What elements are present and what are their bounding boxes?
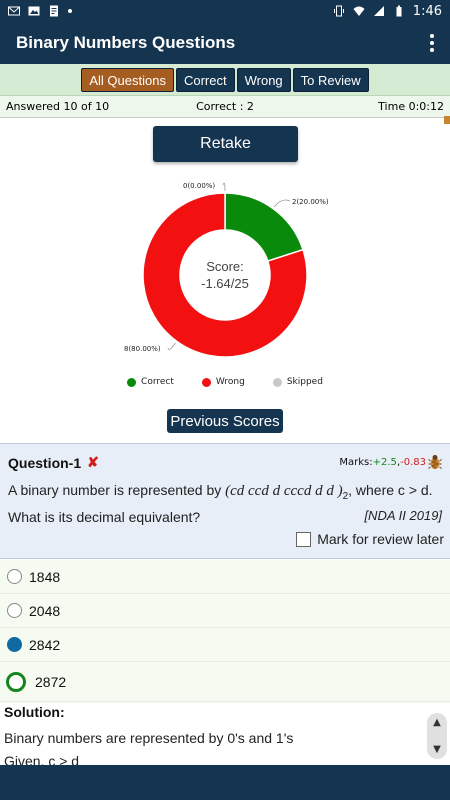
solution-section: Solution: Binary numbers are represented…: [0, 703, 450, 769]
marks: Marks: +2.5 , -0.83: [339, 454, 442, 470]
option-4-label: 2872: [35, 673, 67, 690]
battery-icon: [396, 5, 402, 17]
leader-line-wrong: [167, 342, 176, 350]
option-1[interactable]: 1848: [0, 560, 450, 594]
legend-correct-swatch: [127, 377, 137, 387]
overflow-menu-icon[interactable]: [414, 22, 450, 64]
score-chart: 2(20.00%) 8(80.00%) 0(0.00%) Score: -1.64/25: [0, 175, 450, 400]
score-label: Score:: [206, 259, 244, 274]
marks-label: Marks:: [339, 456, 373, 468]
marks-positive: +2.5: [372, 456, 397, 468]
notification-dot: [68, 9, 72, 13]
tab-correct[interactable]: Correct: [175, 67, 235, 92]
option-4-radio-correct[interactable]: [6, 671, 26, 692]
option-2[interactable]: 2048: [0, 594, 450, 628]
review-label: Mark for review later: [317, 531, 444, 547]
question-text-end: , where c > d. What is its decimal equiv…: [8, 482, 433, 525]
slice-wrong: [142, 192, 308, 358]
scroll-up-icon[interactable]: ▲: [433, 717, 441, 728]
previous-scores-button[interactable]: Previous Scores: [167, 409, 283, 433]
question-math: (cd ccd d cccd d d ): [225, 483, 343, 499]
page-title: Binary Numbers Questions: [16, 33, 236, 52]
scroll-down-icon[interactable]: ▼: [433, 744, 441, 755]
score-value: -1.64/25: [201, 276, 249, 291]
retake-button[interactable]: Retake: [153, 126, 298, 162]
answer-options: 1848 2048 2842 2872: [0, 560, 450, 704]
clock: 1:46: [412, 3, 442, 19]
solution-scroll-control[interactable]: ▲ ▼: [427, 713, 447, 759]
tab-all-questions[interactable]: All Questions: [81, 67, 174, 92]
scroll-marker: [444, 116, 450, 124]
marks-negative: -0.83: [400, 456, 426, 468]
slice-label-wrong: 8(80.00%): [124, 345, 161, 353]
option-1-radio[interactable]: [7, 569, 22, 584]
leader-line-skipped: [222, 182, 226, 192]
legend-wrong: Wrong: [201, 377, 245, 387]
option-3-label: 2842: [29, 636, 61, 653]
question-text: A binary number is represented by (cd cc…: [8, 480, 446, 528]
tab-to-review[interactable]: To Review: [292, 67, 369, 92]
legend-skipped: Skipped: [272, 377, 323, 387]
legend-wrong-label: Wrong: [215, 377, 245, 387]
vibrate-icon: [333, 5, 344, 17]
option-2-label: 2048: [29, 602, 61, 619]
filter-tabs: All Questions Correct Wrong To Review: [0, 64, 450, 96]
question-header: Question-1 ✘: [8, 454, 99, 471]
solution-title: Solution:: [4, 704, 65, 720]
question-title: Question-1: [8, 454, 82, 471]
slice-label-skipped: 0(0.00%): [183, 182, 215, 190]
solution-line-1: Binary numbers are represented by 0's an…: [4, 730, 294, 746]
gmail-icon: [8, 6, 20, 16]
legend-skipped-label: Skipped: [286, 377, 323, 387]
slice-label-correct: 2(20.00%): [292, 198, 329, 206]
status-bar: 1:46: [0, 0, 450, 22]
result-info-bar: Answered 10 of 10 Correct : 2 Time 0:0:1…: [0, 96, 450, 118]
option-4[interactable]: 2872: [0, 662, 450, 702]
wifi-icon: [353, 6, 365, 16]
option-3[interactable]: 2842: [0, 628, 450, 662]
app-bar: Binary Numbers Questions: [0, 22, 450, 64]
option-3-radio-selected[interactable]: [7, 637, 22, 652]
navigation-bar: [0, 765, 450, 800]
document-icon: [50, 5, 58, 17]
marks-separator: ,: [396, 456, 401, 468]
elapsed-time: Time 0:0:12: [378, 100, 444, 113]
legend-correct-label: Correct: [141, 377, 174, 387]
wrong-mark-icon: ✘: [87, 454, 99, 470]
donut-chart: 2(20.00%) 8(80.00%) 0(0.00%) Score: -1.64/25: [124, 182, 329, 358]
question-panel: Question-1 ✘ Marks: +2.5 , -0.83 A binar…: [0, 443, 450, 559]
tab-wrong[interactable]: Wrong: [236, 67, 291, 92]
question-math-subscript: 2: [342, 490, 349, 502]
option-1-label: 1848: [29, 568, 61, 585]
legend-skipped-swatch: [272, 377, 282, 387]
option-2-radio[interactable]: [7, 603, 22, 618]
review-checkbox[interactable]: [296, 531, 312, 547]
legend-correct: Correct: [127, 377, 174, 387]
signal-icon: [373, 6, 384, 16]
leader-line-correct: [274, 199, 291, 208]
legend-wrong-swatch: [201, 377, 211, 387]
mark-for-review[interactable]: Mark for review later: [296, 531, 444, 547]
answered-count: Answered 10 of 10: [6, 100, 110, 113]
question-source: [NDA II 2019]: [364, 508, 442, 523]
image-icon: [28, 6, 40, 16]
report-bug-icon[interactable]: [428, 454, 442, 470]
chart-legend: Correct Wrong Skipped: [0, 377, 450, 387]
question-text-start: A binary number is represented by: [8, 482, 226, 498]
donut-hole: [180, 230, 270, 320]
